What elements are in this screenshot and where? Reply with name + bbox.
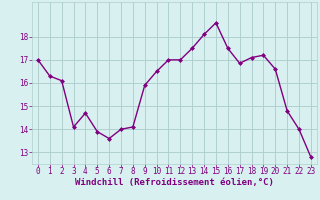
X-axis label: Windchill (Refroidissement éolien,°C): Windchill (Refroidissement éolien,°C) — [75, 178, 274, 187]
